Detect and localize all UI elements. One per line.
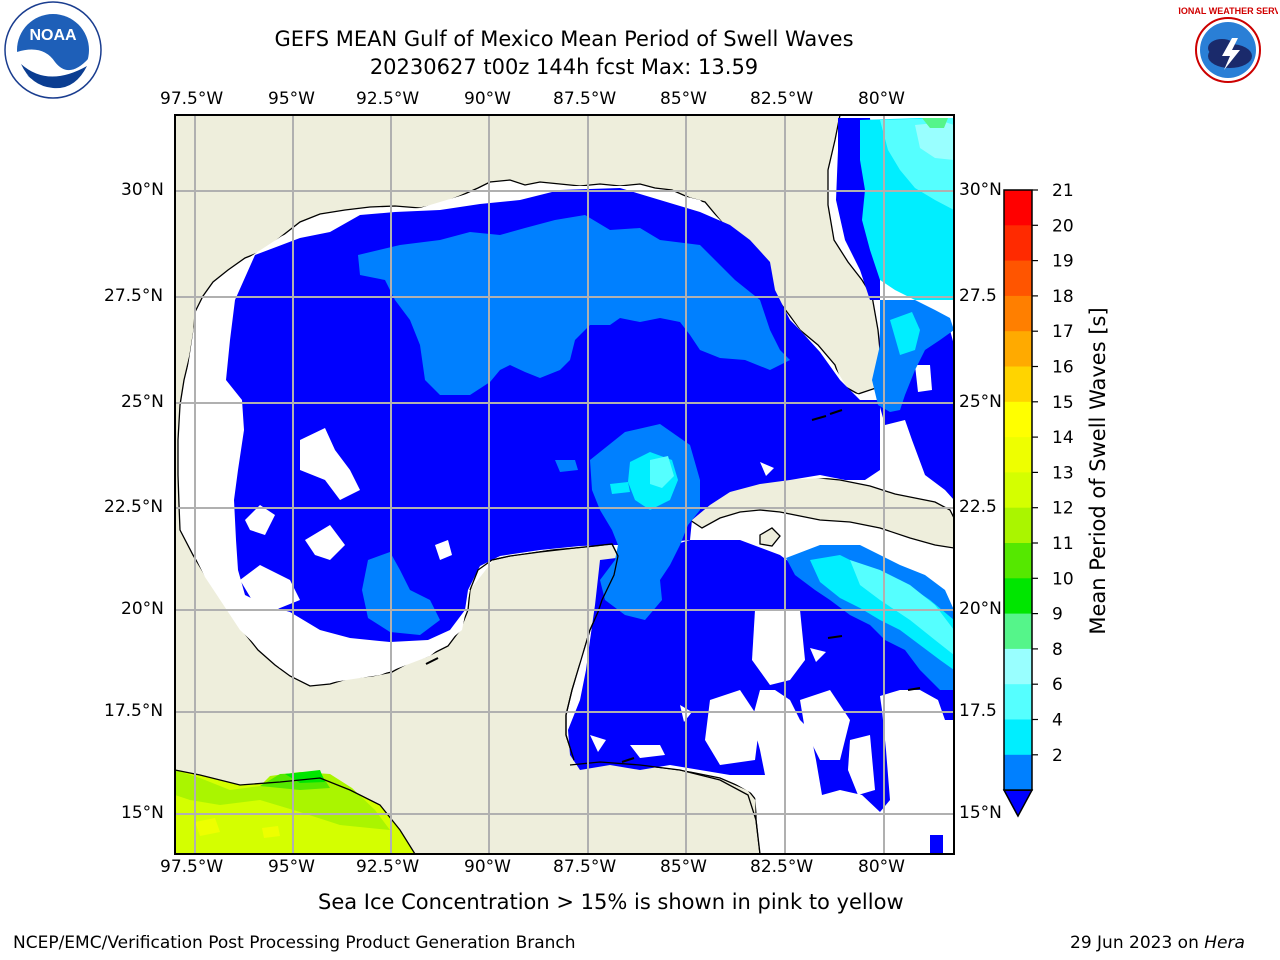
map-frame xyxy=(174,114,955,855)
swell-gaps xyxy=(240,365,932,795)
colorbar-tick-label: 20 xyxy=(1052,216,1074,236)
footer-branch: NCEP/EMC/Verification Post Processing Pr… xyxy=(13,933,576,953)
colorbar-segment xyxy=(1004,295,1032,332)
nws-logo-icon: NATIONAL WEATHER SERVICE xyxy=(1161,3,1280,97)
colorbar-tick-label: 9 xyxy=(1052,605,1063,625)
lat-label: 20°N xyxy=(121,599,164,619)
lat-label: 15°N xyxy=(121,803,164,823)
colorbar-segment xyxy=(1004,260,1032,297)
lon-label: 92.5°W xyxy=(356,89,420,109)
colorbar-segment xyxy=(1004,648,1032,685)
colorbar-segment xyxy=(1004,472,1032,509)
lat-label: 30°N xyxy=(121,180,164,200)
chart-subtitle: 20230627 t00z 144h fcst Max: 13.59 xyxy=(369,55,759,79)
colorbar-extend-arrow xyxy=(1002,789,1034,818)
colorbar-label: Mean Period of Swell Waves [s] xyxy=(1086,307,1110,635)
colorbar-tick-label: 16 xyxy=(1052,358,1074,378)
colorbar-tick-label: 21 xyxy=(1052,181,1074,201)
colorbar-tick-label: 17 xyxy=(1052,322,1074,342)
footer-date-text: 29 Jun 2023 on xyxy=(1070,933,1199,953)
lat-label: 27.5°N xyxy=(104,286,164,306)
colorbar-segment xyxy=(1004,719,1032,756)
colorbar-segment xyxy=(1004,366,1032,403)
swell-9s xyxy=(915,122,954,160)
lon-label: 87.5°W xyxy=(553,89,617,109)
colorbar-segment xyxy=(1004,437,1032,473)
lat-label: 17.5 xyxy=(959,701,997,721)
lat-label: 20°N xyxy=(959,599,1002,619)
lon-label: 90°W xyxy=(464,89,511,109)
lat-label: 22.5°N xyxy=(104,497,164,517)
colorbar-tick-label: 8 xyxy=(1052,640,1063,660)
colorbar-tick-label: 19 xyxy=(1052,252,1074,272)
lon-label: 92.5°W xyxy=(356,857,420,877)
lat-label: 22.5 xyxy=(959,497,997,517)
lon-label: 82.5°W xyxy=(750,89,814,109)
lat-label: 25°N xyxy=(959,392,1002,412)
sea-ice-note: Sea Ice Concentration > 15% is shown in … xyxy=(318,890,904,914)
lon-label: 95°W xyxy=(268,89,315,109)
colorbar-segment xyxy=(1004,190,1032,226)
lon-label: 85°W xyxy=(660,89,707,109)
colorbar-tick-label: 2 xyxy=(1052,746,1063,766)
lon-label: 90°W xyxy=(464,857,511,877)
colorbar: 21 20 19 18 17 16 15 14 13 12 11 10 9 8 6 4 2 xyxy=(1002,181,1074,818)
colorbar-segment xyxy=(1004,507,1032,544)
colorbar-tick-label: 11 xyxy=(1052,534,1074,554)
nws-logo: NATIONAL WEATHER SERVICE xyxy=(1161,0,1280,100)
footer-date: 29 Jun 2023 on Hera xyxy=(1070,933,1245,953)
lat-label: 15°N xyxy=(959,803,1002,823)
colorbar-segment xyxy=(1004,684,1032,720)
colorbar-segment xyxy=(1004,543,1032,579)
lon-label: 97.5°W xyxy=(160,89,224,109)
lon-label: 80°W xyxy=(858,857,905,877)
noaa-logo: NOAA xyxy=(3,0,103,100)
colorbar-frame xyxy=(1003,189,1033,791)
chart-title: GEFS MEAN Gulf of Mexico Mean Period of … xyxy=(274,27,854,51)
noaa-logo-icon: NOAA xyxy=(4,1,102,99)
colorbar-segment xyxy=(1004,578,1032,615)
coast-pacific xyxy=(175,769,416,854)
colorbar-tick-label: 15 xyxy=(1052,393,1074,413)
lat-label: 17.5°N xyxy=(104,701,164,721)
colorbar-tick-label: 14 xyxy=(1052,428,1074,448)
colorbar-segment xyxy=(1004,613,1032,650)
lon-label: 97.5°W xyxy=(160,857,224,877)
colorbar-segment xyxy=(1004,754,1032,791)
colorbar-tick-label: 4 xyxy=(1052,711,1063,731)
colorbar-segment xyxy=(1004,401,1032,438)
footer-machine: Hera xyxy=(1204,933,1245,953)
lon-label: 87.5°W xyxy=(553,857,617,877)
colorbar-tick-label: 6 xyxy=(1052,675,1063,695)
lon-label: 82.5°W xyxy=(750,857,814,877)
map-area xyxy=(175,115,954,854)
colorbar-tick-label: 18 xyxy=(1052,287,1074,307)
svg-text:NATIONAL WEATHER SERVICE: NATIONAL WEATHER SERVICE xyxy=(1178,6,1278,16)
svg-text:NOAA: NOAA xyxy=(29,27,77,44)
gridlines xyxy=(175,115,954,854)
lon-label: 85°W xyxy=(660,857,707,877)
lat-label: 25°N xyxy=(121,392,164,412)
lon-label: 95°W xyxy=(268,857,315,877)
swell-10s xyxy=(922,118,948,128)
lon-label: 80°W xyxy=(858,89,905,109)
colorbar-segment xyxy=(1004,331,1032,367)
land-isla-juventud xyxy=(759,527,781,547)
coast-central-america xyxy=(569,761,761,854)
islands xyxy=(425,409,921,763)
lat-label: 27.5 xyxy=(959,286,997,306)
coast-yucatan xyxy=(469,543,619,761)
lat-label: 30°N xyxy=(959,180,1002,200)
colorbar-segment xyxy=(1004,225,1032,262)
colorbar-tick-label: 10 xyxy=(1052,569,1074,589)
colorbar-tick-label: 13 xyxy=(1052,463,1074,483)
colorbar-tick-label: 12 xyxy=(1052,499,1074,519)
